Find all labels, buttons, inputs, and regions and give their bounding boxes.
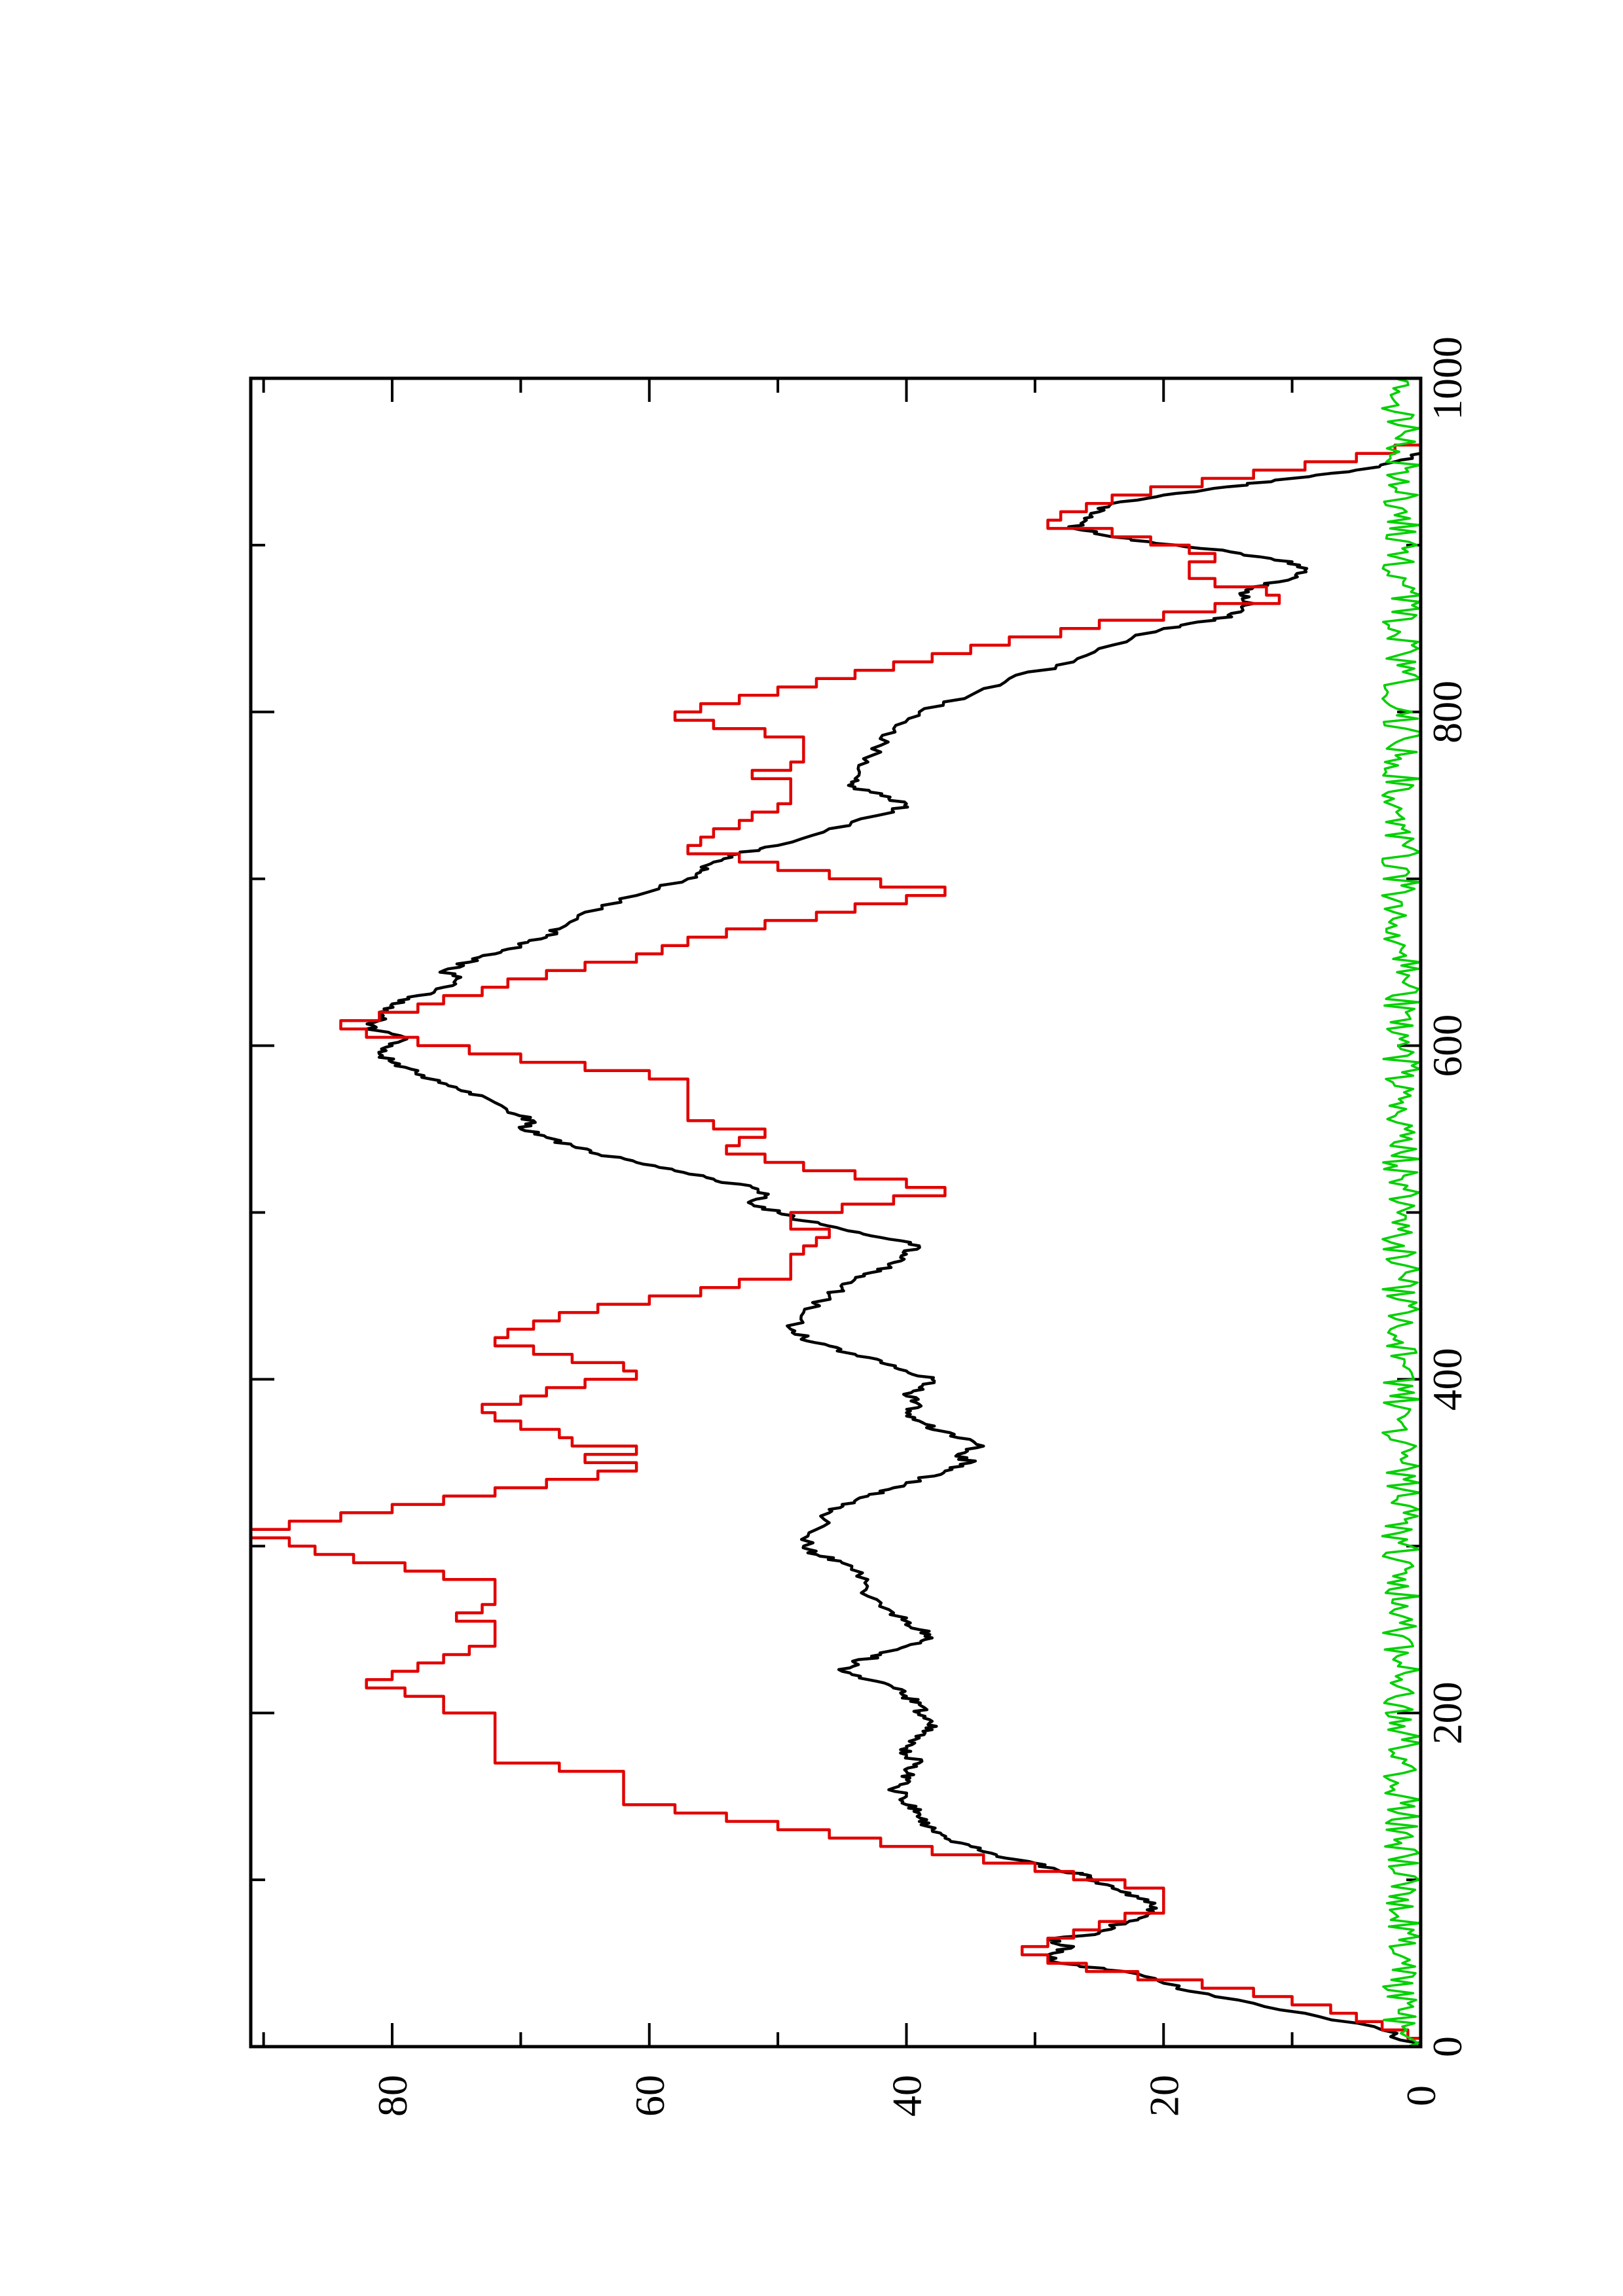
x-tick-label: 0	[1424, 2036, 1470, 2057]
x-tick-label: 1000	[1424, 336, 1470, 420]
y-tick-label: 0	[1398, 2085, 1444, 2106]
series-line-2	[251, 443, 1421, 2047]
series-line-3	[1381, 378, 1421, 2047]
y-tick-label: 80	[369, 2075, 416, 2117]
y-tick-label: 60	[627, 2075, 673, 2117]
x-tick-label: 800	[1424, 681, 1470, 744]
x-tick-label: 600	[1424, 1014, 1470, 1077]
series-line-1	[365, 452, 1421, 2047]
y-tick-label: 20	[1140, 2075, 1187, 2117]
y-tick-label: 40	[884, 2075, 930, 2117]
x-tick-label: 400	[1424, 1348, 1470, 1410]
plot-frame-top	[249, 376, 1423, 2049]
plot-area: 0 200 400 600 800 1000 0 20 40 60 80	[249, 336, 1470, 2117]
x-tick-label: 200	[1424, 1681, 1470, 1744]
